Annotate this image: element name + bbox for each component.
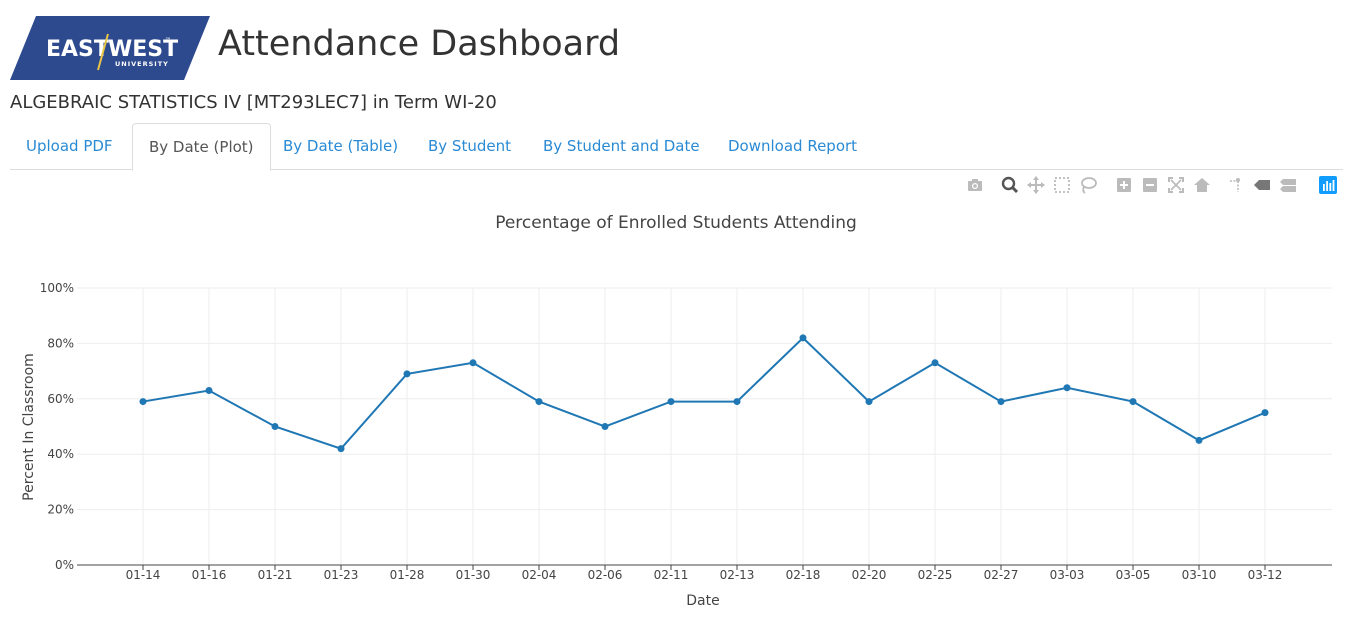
logo-word-west: WEST (108, 37, 178, 62)
page-title: Attendance Dashboard (218, 24, 621, 64)
data-point[interactable] (931, 359, 939, 367)
data-point[interactable] (733, 398, 741, 406)
x-tick-label: 02-13 (720, 568, 755, 582)
data-point[interactable] (1195, 436, 1203, 444)
x-tick-label: 02-04 (522, 568, 557, 582)
reset-axes-icon[interactable] (1192, 175, 1212, 195)
data-point[interactable] (997, 398, 1005, 406)
camera-icon[interactable] (965, 175, 985, 195)
zoom-out-icon[interactable] (1140, 175, 1160, 195)
x-tick-label: 01-16 (192, 568, 227, 582)
logo-word-east: EAST (46, 37, 109, 62)
autoscale-icon[interactable] (1166, 175, 1186, 195)
zoom-icon[interactable] (1000, 175, 1020, 195)
line-chart-svg: Percentage of Enrolled Students Attendin… (21, 213, 1332, 609)
x-tick-label: 01-30 (456, 568, 491, 582)
data-point[interactable] (469, 359, 477, 367)
y-tick-label: 100% (40, 281, 74, 295)
hover-closest-icon[interactable] (1252, 175, 1272, 195)
y-tick-label: 40% (47, 447, 74, 461)
x-tick-label: 02-25 (918, 568, 953, 582)
x-tick-label: 02-27 (984, 568, 1019, 582)
x-gridlines (142, 288, 1266, 570)
tab-upload-pdf[interactable]: Upload PDF (26, 137, 113, 155)
y-gridlines (77, 287, 1332, 511)
data-point[interactable] (799, 334, 807, 342)
data-point[interactable] (403, 370, 411, 378)
attendance-chart: Percentage of Enrolled Students Attendin… (0, 195, 1353, 621)
x-tick-label: 01-28 (390, 568, 425, 582)
university-logo: EAST WEST ™ UNIVERSITY (10, 16, 210, 80)
data-point[interactable] (337, 445, 345, 453)
tab-by-student[interactable]: By Student (428, 137, 511, 155)
data-point[interactable] (1129, 398, 1137, 406)
pan-icon[interactable] (1026, 175, 1046, 195)
logo-background (10, 16, 210, 80)
series-group (139, 334, 1269, 453)
logo-trademark: ™ (165, 37, 171, 44)
data-point[interactable] (535, 398, 543, 406)
data-point[interactable] (1261, 409, 1269, 417)
y-tick-label: 60% (47, 392, 74, 406)
series-line (142, 336, 1266, 450)
x-tick-label: 02-20 (852, 568, 887, 582)
data-point[interactable] (1063, 384, 1071, 392)
data-point[interactable] (271, 423, 279, 430)
logo-subtitle: UNIVERSITY (115, 60, 169, 68)
tab-bar: Upload PDF By Date (Plot) By Date (Table… (10, 123, 1343, 171)
x-axis-label: Date (686, 593, 719, 609)
lasso-select-icon[interactable] (1078, 175, 1098, 195)
y-tick-labels: 0% 20% 40% 60% 80% 100% (40, 281, 74, 572)
y-tick-label: 20% (47, 503, 74, 517)
logo-slash (97, 33, 109, 71)
tab-by-date-table[interactable]: By Date (Table) (283, 137, 399, 155)
x-tick-label: 01-23 (324, 568, 359, 582)
x-tick-label: 02-18 (786, 568, 821, 582)
data-point[interactable] (601, 423, 609, 430)
y-axis-label: Percent In Classroom (21, 353, 37, 501)
x-tick-label: 03-05 (1116, 568, 1151, 582)
logo-graphic: EAST WEST ™ UNIVERSITY (10, 16, 210, 80)
x-tick-labels: 01-14 01-16 01-21 01-23 01-28 01-30 02-04 02-06… (126, 568, 1283, 582)
x-tick-label: 02-06 (588, 568, 623, 582)
tab-by-date-plot[interactable]: By Date (Plot) (132, 123, 271, 171)
x-tick-label: 02-11 (654, 568, 689, 582)
x-tick-label: 01-21 (258, 568, 293, 582)
data-point[interactable] (205, 386, 213, 394)
y-tick-label: 80% (47, 336, 74, 350)
tab-download-report[interactable]: Download Report (728, 137, 858, 155)
data-point[interactable] (667, 398, 675, 406)
hover-compare-icon[interactable] (1278, 175, 1298, 195)
x-tick-label: 03-12 (1248, 568, 1283, 582)
data-point[interactable] (865, 398, 873, 406)
plotly-logo-icon[interactable] (1318, 175, 1338, 195)
plot-modebar (960, 175, 1340, 195)
x-tick-label: 03-10 (1182, 568, 1217, 582)
y-tick-label: 0% (55, 558, 74, 572)
spike-lines-icon[interactable] (1226, 175, 1246, 195)
course-title: ALGEBRAIC STATISTICS IV [MT293LEC7] in T… (10, 92, 497, 113)
data-point[interactable] (139, 398, 147, 406)
chart-title: Percentage of Enrolled Students Attendin… (495, 213, 857, 233)
tab-by-student-and-date[interactable]: By Student and Date (543, 137, 700, 155)
zoom-in-icon[interactable] (1114, 175, 1134, 195)
x-tick-label: 03-03 (1050, 568, 1085, 582)
box-select-icon[interactable] (1052, 175, 1072, 195)
x-tick-label: 01-14 (126, 568, 161, 582)
